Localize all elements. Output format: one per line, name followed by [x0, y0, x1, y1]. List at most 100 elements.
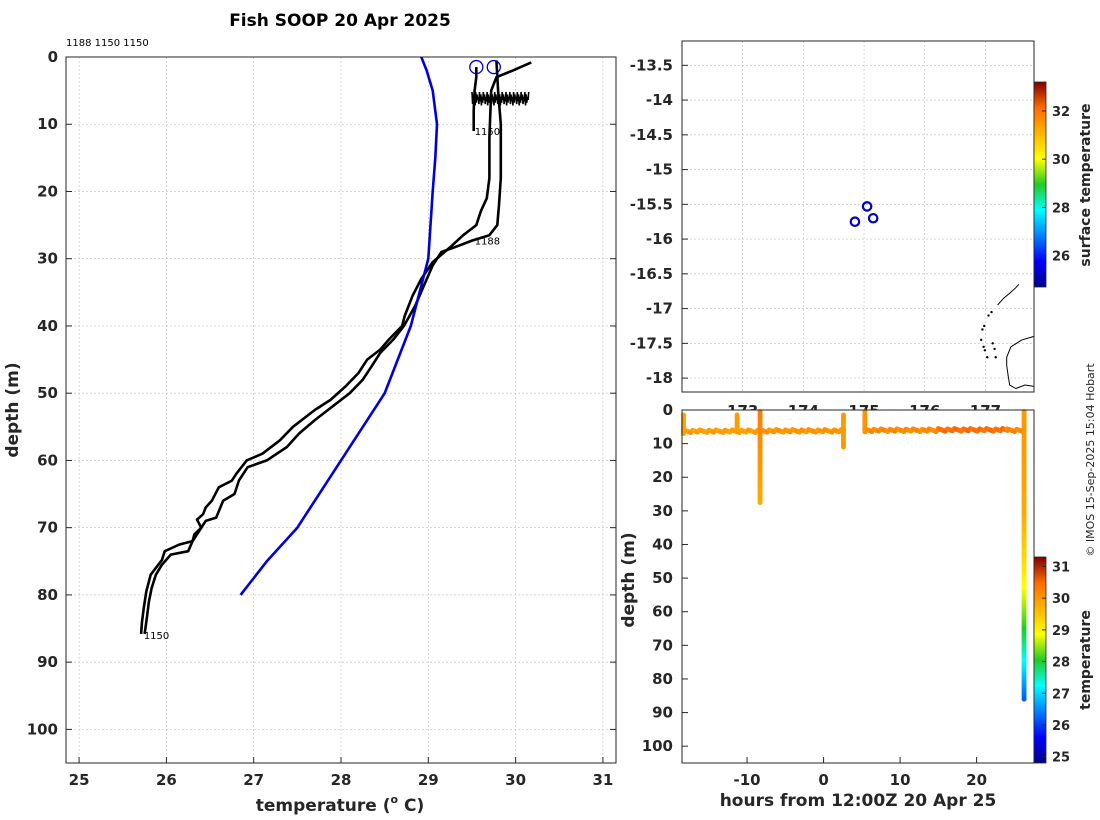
ts-x-tick-label: 0	[818, 771, 828, 789]
colorbar-tick-label: 26	[1052, 719, 1070, 734]
profile-y-ticks: 0 10 20 30 40 50 60 70 80 90 100	[27, 48, 616, 738]
colorbar-tick-label: 30	[1052, 153, 1070, 168]
map-coast-dot	[993, 347, 996, 351]
ts-y-tick-label: 90	[652, 704, 673, 722]
x-tick-label: 25	[69, 771, 90, 789]
y-tick-label: 60	[37, 451, 58, 469]
map-y-tick-label: -16.5	[630, 265, 673, 283]
ts-x-tick-label: -10	[733, 771, 760, 789]
timeseries-y-ticks: 0 10 20 30 40 50 60 70 80 90 100	[642, 401, 688, 755]
ts-profile-dot	[734, 429, 740, 435]
y-tick-label: 90	[37, 653, 58, 671]
ts-x-tick-label: 20	[966, 771, 987, 789]
timeseries-dots	[680, 409, 1027, 702]
map-y-tick-label: -18	[646, 369, 673, 387]
map-y-tick-label: -17	[646, 300, 673, 318]
colorbar-tick-label: 27	[1052, 687, 1070, 702]
y-tick-label: 100	[27, 720, 58, 738]
colorbar-tick-label: 30	[1052, 592, 1070, 607]
map-coast-dot	[980, 338, 983, 342]
ts-profile-dot	[757, 499, 763, 505]
timeseries-x-axis-label: hours from 12:00Z 20 Apr 25	[720, 791, 997, 811]
colorbar-tick-label: 25	[1052, 751, 1070, 766]
ts-y-tick-label: 30	[652, 502, 673, 520]
profile-grid	[66, 56, 616, 763]
x-tick-label: 26	[156, 771, 177, 789]
map-grid	[682, 41, 1034, 392]
map-y-tick-label: -15	[646, 161, 673, 179]
ts-x-tick-label: 10	[890, 771, 911, 789]
map-coast-dot	[981, 328, 984, 331]
temperature-colorbar-gradient	[1033, 556, 1047, 764]
map-y-tick-label: -14.5	[630, 126, 673, 144]
profile-marker	[486, 59, 501, 75]
surface-colorbar-ticks: 26 28 30 32	[1042, 105, 1070, 265]
map-y-tick-label: -13.5	[630, 56, 673, 74]
colorbar-tick-label: 28	[1052, 656, 1070, 671]
map-coast-dot	[994, 356, 997, 359]
map-coast-dot	[983, 324, 986, 328]
ts-y-tick-label: 0	[663, 401, 673, 419]
map-coast-line	[997, 283, 1020, 306]
map-coast-dot	[990, 310, 993, 314]
y-tick-label: 30	[37, 250, 58, 268]
surface-colorbar-label: surface temperature	[1078, 103, 1094, 266]
profile-series-group	[139, 56, 532, 635]
ts-y-tick-label: 20	[652, 468, 673, 486]
y-tick-label: 50	[37, 384, 58, 402]
ts-y-tick-label: 40	[652, 535, 673, 553]
colorbar-tick-label: 28	[1052, 201, 1070, 216]
profile-x-ticks: 25 26 27 28 29 30 31	[69, 757, 613, 789]
map-point	[867, 212, 879, 224]
map-coast-dot	[986, 356, 989, 359]
xlabel-superscript: o	[391, 793, 399, 806]
profile-ids-header: 1188 1150 1150	[66, 38, 149, 49]
colorbar-tick-label: 29	[1052, 624, 1070, 639]
ts-profile-dot	[840, 444, 846, 450]
ts-y-tick-label: 70	[652, 636, 673, 654]
xlabel-main: temperature (	[256, 796, 391, 816]
profile-line-1	[139, 61, 532, 634]
profile-x-axis-label: temperature (o C)	[256, 793, 425, 816]
ts-profile-dot	[862, 429, 868, 435]
colorbar-tick-label: 26	[1052, 250, 1070, 265]
profile-line-0	[143, 60, 503, 635]
ts-y-tick-label: 10	[652, 435, 673, 453]
timeseries-background	[682, 410, 1034, 763]
x-tick-label: 29	[418, 771, 439, 789]
map-y-tick-label: -16	[646, 230, 673, 248]
ts-y-tick-label: 100	[642, 737, 673, 755]
x-tick-label: 28	[331, 771, 352, 789]
temperature-colorbar: 25 26 27 28 29 30 31 temperature	[1033, 556, 1094, 766]
map-y-tick-label: -15.5	[630, 195, 673, 213]
map-coastline	[980, 283, 1035, 390]
y-tick-label: 80	[37, 586, 58, 604]
map-points	[849, 201, 879, 228]
timeseries-y-axis-label: depth (m)	[619, 532, 639, 627]
ts-y-tick-label: 60	[652, 603, 673, 621]
ts-y-tick-label: 80	[652, 670, 673, 688]
chart-title: Fish SOOP 20 Apr 2025	[229, 11, 451, 31]
surface-colorbar-gradient	[1033, 81, 1047, 288]
ts-profile-dot	[1021, 696, 1027, 702]
y-tick-label: 20	[37, 182, 58, 200]
xlabel-end: C)	[398, 796, 424, 816]
map-coast-dot	[982, 345, 985, 349]
credit-text: © IMOS 15-Sep-2025 15:04 Hobart	[1084, 363, 1097, 557]
map-plot: -13.5 -14 -14.5 -15 -15.5 -16 -16.5 -17 -17.5 -18…	[630, 40, 1035, 420]
map-coast-dot	[987, 314, 990, 317]
y-tick-label: 70	[37, 519, 58, 537]
profile-y-axis-label: depth (m)	[3, 362, 23, 457]
map-coast-dot	[991, 342, 994, 345]
profile-annotation: 1150	[475, 127, 500, 138]
profile-plot: 1150 1188 1150 25 26 27 28 29 30 31 0 10 20 30 40 50 6…	[3, 48, 617, 816]
x-tick-label: 30	[505, 771, 526, 789]
map-point	[849, 216, 861, 228]
timeseries-plot: -10 0 10 20 0 10 20 30 40 50 60 70 80 90 100 hours fr…	[619, 401, 1035, 811]
colorbar-tick-label: 32	[1052, 105, 1070, 120]
timeseries-x-ticks: -10 0 10 20	[733, 757, 987, 789]
profile-surface-noise	[471, 91, 530, 106]
profile-annotation: 1188	[475, 237, 500, 248]
x-tick-label: 31	[592, 771, 613, 789]
